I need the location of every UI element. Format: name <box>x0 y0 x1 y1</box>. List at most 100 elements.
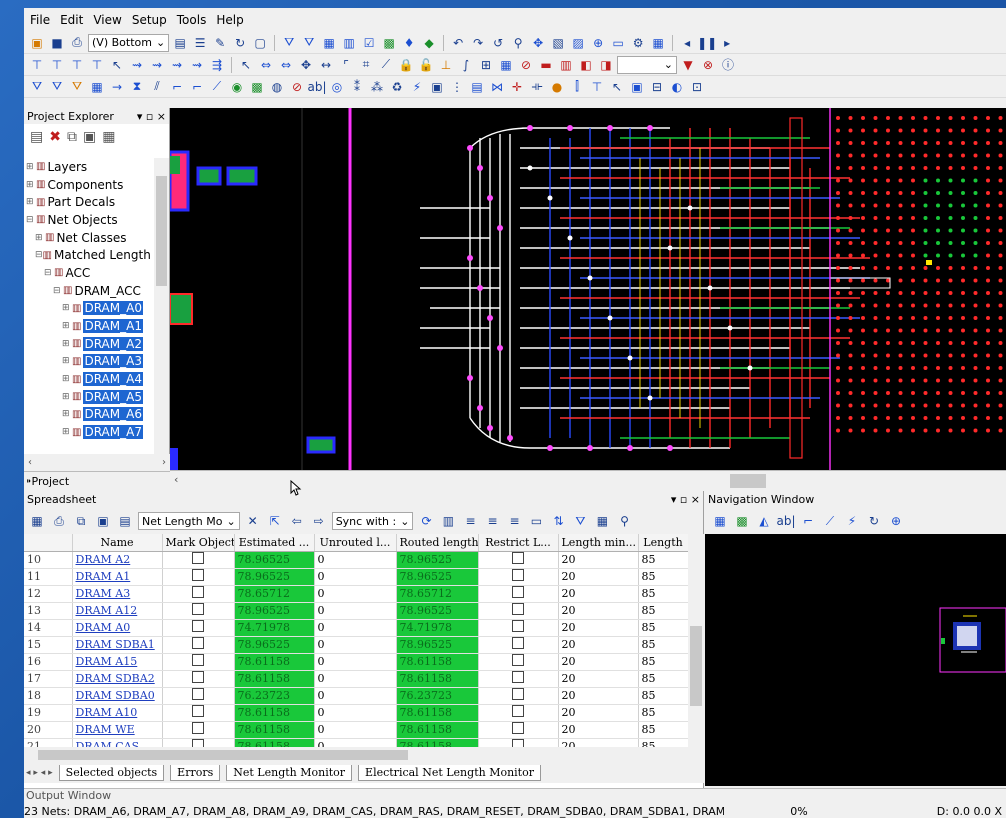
copy-icon[interactable]: ⧉ <box>76 513 86 528</box>
mirror-icon[interactable]: ⫿ <box>575 79 579 93</box>
sketch-route-icon[interactable]: ⇝ <box>171 57 183 72</box>
route-diff-icon[interactable]: ⊤ <box>71 57 83 72</box>
paste-icon[interactable]: ▣ <box>97 514 109 528</box>
check-icon[interactable]: ☑ <box>363 35 375 50</box>
distribute-icon[interactable]: ▤ <box>471 79 483 94</box>
length-min-cell[interactable]: 20 <box>558 653 639 671</box>
arc-icon[interactable]: ⟋ <box>381 57 391 71</box>
restrict-length-cell[interactable] <box>478 585 559 603</box>
scroll-thumb[interactable] <box>690 626 702 706</box>
menu-help[interactable]: Help <box>216 13 244 27</box>
expand-icon[interactable]: ⊞ <box>62 303 70 314</box>
via-icon[interactable]: ⊥ <box>440 57 452 72</box>
nav-cycle-icon[interactable]: ↻ <box>868 514 880 528</box>
route-icon[interactable]: ⊤ <box>31 57 43 72</box>
pin-icon[interactable]: ⁑ <box>354 79 360 94</box>
layers-icon[interactable]: ▥ <box>343 35 355 50</box>
dynamic-route-icon[interactable]: ⇝ <box>151 57 163 72</box>
sync-select[interactable]: Sync with : ⌄ <box>331 512 414 530</box>
column-header[interactable]: Restrict L... <box>478 534 559 552</box>
copy-icon[interactable]: ⧉ <box>66 129 77 145</box>
mark-object-checkbox[interactable] <box>192 654 204 666</box>
pause-icon[interactable]: ❚❚ <box>697 35 718 50</box>
restrict-length-checkbox[interactable] <box>512 620 524 632</box>
restrict-length-checkbox[interactable] <box>512 654 524 666</box>
zoom-window-icon[interactable]: ▢ <box>254 35 266 50</box>
layer-select[interactable]: (V) Bottom ⌄ <box>88 33 170 52</box>
align-left-icon[interactable]: ≡ <box>465 514 476 528</box>
restrict-length-checkbox[interactable] <box>512 722 524 734</box>
net-name-link[interactable]: DRAM A0 <box>72 619 163 637</box>
expand-icon[interactable]: ⊞ <box>62 391 70 402</box>
mark-object-checkbox[interactable] <box>192 722 204 734</box>
length-min-cell[interactable]: 20 <box>558 602 639 620</box>
report-icon[interactable]: ▣ <box>431 79 443 94</box>
info-icon[interactable]: ⓘ <box>721 58 734 72</box>
table-vertical-scrollbar[interactable] <box>688 534 704 747</box>
sheet-icon[interactable]: ▦ <box>652 35 664 50</box>
display-icon[interactable]: ▨ <box>572 35 584 50</box>
tune-icon[interactable]: ⇶ <box>211 57 223 72</box>
scroll-right-icon[interactable]: › <box>162 456 166 468</box>
length-max-cell[interactable]: 85 <box>638 619 689 637</box>
sheet-icon[interactable]: ▤ <box>119 514 131 528</box>
tree-node[interactable]: ⊞ ▥ DRAM_A4 <box>24 370 154 388</box>
menu-edit[interactable]: Edit <box>60 13 84 27</box>
expand-icon[interactable]: ⊞ <box>62 374 70 385</box>
flip-icon[interactable]: ⊤ <box>591 79 603 94</box>
scroll-left-icon[interactable]: ‹ <box>28 456 32 468</box>
filter-mode-icon[interactable]: ⛛ <box>31 79 43 93</box>
nav-layers-icon[interactable]: ▦ <box>714 514 726 528</box>
restrict-length-cell[interactable] <box>478 636 559 654</box>
length-max-cell[interactable]: 85 <box>638 653 689 671</box>
scroll-left-icon[interactable]: ‹ <box>174 473 179 486</box>
table-row[interactable]: 14 DRAM A0 74.71978 0 74.71978 20 85 <box>24 619 689 637</box>
keepout-icon[interactable]: ⊟ <box>651 79 663 94</box>
filter-icon[interactable]: ⛛ <box>284 35 295 49</box>
length-min-cell[interactable]: 20 <box>558 670 639 688</box>
tree-node[interactable]: ⊞ ▥ DRAM_A2 <box>24 335 154 353</box>
tree-node[interactable]: ⊞ ▥ Components <box>24 176 154 194</box>
mark-object-cell[interactable] <box>162 704 235 722</box>
flash-icon[interactable]: ⚡ <box>412 79 422 94</box>
wrap-icon[interactable]: ▭ <box>530 514 543 528</box>
mark-object-cell[interactable] <box>162 670 235 688</box>
filter-mode3-icon[interactable]: ⛛ <box>71 79 83 93</box>
zoom-icon[interactable]: ⚲ <box>513 35 523 50</box>
unlock-icon[interactable]: 🔓 <box>418 57 434 72</box>
highlight-icon[interactable]: ▼ <box>683 57 693 72</box>
net-name-link[interactable]: DRAM SDBA0 <box>72 687 163 705</box>
cam-icon[interactable]: ⚙ <box>632 35 644 50</box>
hourglass-icon[interactable]: ⧗ <box>132 79 142 93</box>
table-horizontal-scrollbar[interactable] <box>24 747 704 763</box>
pad-stack-icon[interactable]: ▦ <box>91 79 103 94</box>
nav-miter-icon[interactable]: ⟋ <box>825 513 835 528</box>
column-header[interactable]: Length <box>638 534 689 552</box>
move-seg-icon[interactable]: ⇔ <box>280 57 292 72</box>
length-max-cell[interactable]: 85 <box>638 704 689 722</box>
hatch-icon[interactable]: ◨ <box>600 57 612 72</box>
mark-object-cell[interactable] <box>162 687 235 705</box>
expand-icon[interactable]: ⊞ <box>62 338 70 349</box>
table-row[interactable]: 11 DRAM A1 78.96525 0 78.96525 20 85 <box>24 568 689 586</box>
add-point-icon[interactable]: → <box>111 79 123 94</box>
pan-icon[interactable]: ✥ <box>533 35 544 50</box>
table-icon[interactable]: ▥ <box>442 514 455 528</box>
export-icon[interactable]: ⇱ <box>269 514 280 528</box>
restrict-length-checkbox[interactable] <box>512 688 524 700</box>
miter-icon[interactable]: ⟋ <box>212 79 222 93</box>
glue-icon[interactable]: ▦ <box>500 57 512 72</box>
net-name-link[interactable]: DRAM WE <box>72 721 163 739</box>
auto-icon[interactable]: ◐ <box>671 79 683 94</box>
length-max-cell[interactable]: 85 <box>638 687 689 705</box>
tree-node[interactable]: ⊞ ▥ Net Classes <box>24 229 154 247</box>
back-icon[interactable]: ◂ <box>684 35 691 50</box>
table-row[interactable]: 19 DRAM A10 78.61158 0 78.61158 20 85 <box>24 704 689 722</box>
mark-object-cell[interactable] <box>162 602 235 620</box>
restrict-length-cell[interactable] <box>478 551 559 569</box>
table-row[interactable]: 13 DRAM A12 78.96525 0 78.96525 20 85 <box>24 602 689 620</box>
board-outline-icon[interactable]: ▣ <box>631 79 643 94</box>
select-arrow-icon[interactable]: ↖ <box>240 57 252 72</box>
tree-node[interactable]: ⊞ ▥ DRAM_A1 <box>24 317 154 335</box>
filter-mode2-icon[interactable]: ⛛ <box>51 79 63 93</box>
